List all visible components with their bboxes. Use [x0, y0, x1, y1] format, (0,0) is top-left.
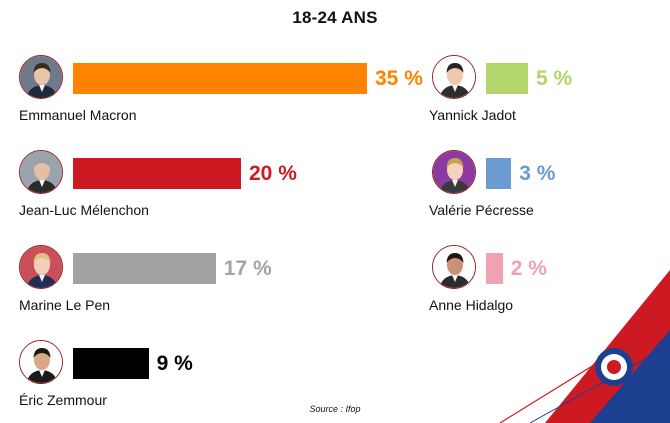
candidate-name-yannick-jadot: Yannick Jadot	[429, 107, 516, 123]
value-label-yannick-jadot: 5 %	[536, 67, 573, 90]
avatar-yannick-jadot	[432, 55, 476, 99]
value-label-marine-le-pen: 17 %	[223, 257, 272, 280]
candidate-name-eric-zemmour: Éric Zemmour	[19, 392, 107, 408]
source-note: Source : Ifop	[309, 404, 361, 414]
value-label-eric-zemmour: 9 %	[156, 352, 193, 375]
bar-emmanuel-macron	[73, 63, 367, 94]
roundel-center	[607, 360, 621, 374]
bar-yannick-jadot	[486, 63, 528, 94]
avatar-valerie-pecresse	[432, 150, 476, 194]
candidate-name-emmanuel-macron: Emmanuel Macron	[19, 107, 137, 123]
candidate-name-anne-hidalgo: Anne Hidalgo	[429, 297, 514, 313]
avatar-eric-zemmour	[19, 340, 63, 384]
avatar-jean-luc-melenchon	[19, 150, 63, 194]
candidate-name-jean-luc-melenchon: Jean-Luc Mélenchon	[19, 202, 149, 218]
portrait-icon	[433, 56, 475, 98]
portrait-icon	[20, 246, 62, 288]
bar-valerie-pecresse	[486, 158, 512, 189]
avatar-anne-hidalgo	[432, 245, 476, 289]
value-label-valerie-pecresse: 3 %	[519, 162, 556, 185]
bar-marine-le-pen	[73, 253, 216, 284]
value-label-anne-hidalgo: 2 %	[510, 257, 547, 280]
portrait-icon	[433, 246, 475, 288]
avatar-emmanuel-macron	[19, 55, 63, 99]
bar-jean-luc-melenchon	[73, 158, 241, 189]
value-label-jean-luc-melenchon: 20 %	[249, 162, 297, 185]
bar-eric-zemmour	[73, 348, 149, 379]
avatar-marine-le-pen	[19, 245, 63, 289]
decor-line-blue	[529, 344, 670, 423]
candidate-name-valerie-pecresse: Valérie Pécresse	[429, 202, 534, 218]
portrait-icon	[20, 56, 62, 98]
portrait-icon	[20, 151, 62, 193]
chart-title: 18-24 ANS	[292, 8, 378, 27]
portrait-icon	[433, 151, 475, 193]
candidate-name-marine-le-pen: Marine Le Pen	[19, 297, 111, 313]
portrait-icon	[20, 341, 62, 383]
value-label-emmanuel-macron: 35 %	[375, 67, 423, 90]
bar-anne-hidalgo	[486, 253, 503, 284]
decor-line-red	[499, 317, 670, 423]
